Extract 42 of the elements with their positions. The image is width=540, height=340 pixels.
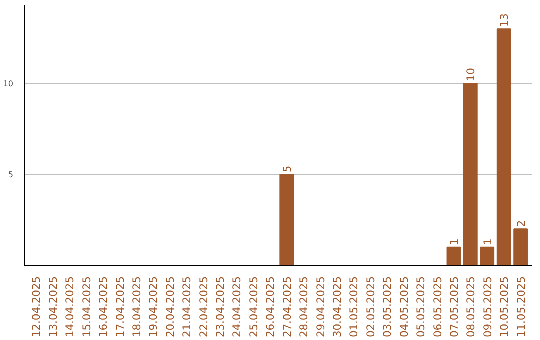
x-tick-label: 18.04.2025: [130, 276, 144, 338]
x-tick-label: 17.04.2025: [114, 276, 127, 338]
x-tick-label: 28.04.2025: [298, 276, 311, 338]
bar: [496, 28, 512, 266]
x-tick-label: 04.05.2025: [398, 276, 411, 338]
x-tick-label: 13.04.2025: [46, 276, 60, 338]
x-tick-label: 15.04.2025: [80, 276, 94, 338]
x-tick-label: 07.05.2025: [448, 276, 461, 338]
x-tick-label: 14.04.2025: [64, 276, 77, 338]
x-tick-label: 02.05.2025: [364, 276, 378, 338]
x-tick-label: 06.05.2025: [431, 276, 444, 338]
x-tick-label: 29.04.2025: [314, 276, 328, 338]
data-label: 2: [514, 220, 528, 228]
x-tick-label: 20.04.2025: [164, 276, 177, 338]
x-tick-label: 08.05.2025: [464, 276, 478, 338]
x-tick-label: 01.05.2025: [348, 276, 361, 338]
bar: [463, 83, 478, 266]
x-tick-label: 26.04.2025: [264, 276, 278, 338]
x-tick-label: 09.05.2025: [481, 276, 494, 338]
x-tick-label: 03.05.2025: [381, 276, 394, 338]
x-tick-label: 16.04.2025: [97, 276, 110, 338]
bar: [480, 246, 495, 266]
x-tick-label: 11.05.2025: [514, 276, 528, 338]
x-tick-label: 24.04.2025: [230, 276, 244, 338]
x-tick-label: 19.04.2025: [147, 276, 160, 338]
x-tick-label: 05.05.2025: [414, 276, 428, 338]
x-tick-label: 22.04.2025: [197, 276, 210, 338]
data-label: 5: [280, 166, 294, 173]
x-tick-label: 23.04.2025: [214, 276, 228, 338]
bar: [514, 228, 528, 266]
x-tick-label: 21.04.2025: [180, 276, 194, 338]
data-label: 1: [481, 238, 494, 246]
data-label: 1: [448, 238, 461, 246]
data-label: 13: [498, 14, 512, 28]
bar: [280, 174, 294, 266]
x-tick-label: 27.04.2025: [280, 276, 294, 338]
bar: [446, 246, 462, 266]
x-tick-label: 30.04.2025: [330, 276, 344, 338]
data-label: 10: [464, 68, 478, 82]
x-tick-label: 10.05.2025: [498, 276, 512, 338]
x-tick-label: 12.04.2025: [30, 276, 44, 338]
x-tick-label: 25.04.2025: [247, 276, 260, 338]
